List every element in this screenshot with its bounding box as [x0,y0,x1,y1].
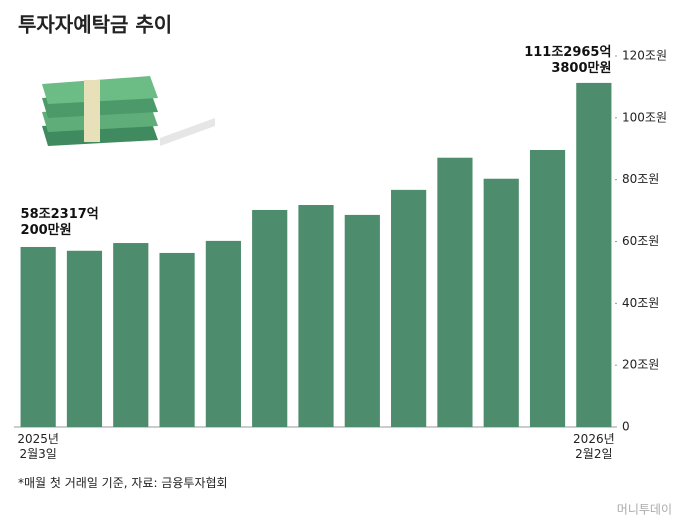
chart-title: 투자자예탁금 추이 [18,13,172,37]
money-icon [42,76,215,146]
y-tick-label: 0 [622,420,630,434]
bar [576,82,612,427]
bar [344,214,380,427]
y-tick-label: 40조원 [622,296,659,310]
y-tick-label: 80조원 [622,172,659,186]
footnote: *매월 첫 거래일 기준, 자료: 금융투자협회 [18,476,228,490]
bar [437,157,473,428]
x-tick-label: 2025년 2월3일 [17,432,59,461]
value-label: 111조2965억 3800만원 [524,44,612,76]
bar [391,189,427,427]
y-tick-label: 120조원 [622,49,667,63]
y-tick-label: 60조원 [622,234,659,248]
value-label: 58조2317억 200만원 [20,206,99,238]
bar [20,246,56,427]
bar [483,178,519,427]
y-tick-label: 100조원 [622,110,667,124]
bar [205,240,241,427]
bar [159,252,195,427]
y-tick-label: 20조원 [622,358,659,372]
bar [298,205,334,427]
bar [66,250,103,427]
bar [529,149,566,427]
bar [252,209,288,427]
x-tick-label: 2026년 2월2일 [573,432,615,461]
bar [113,243,149,427]
source-logo: 머니투데이 [617,503,672,517]
